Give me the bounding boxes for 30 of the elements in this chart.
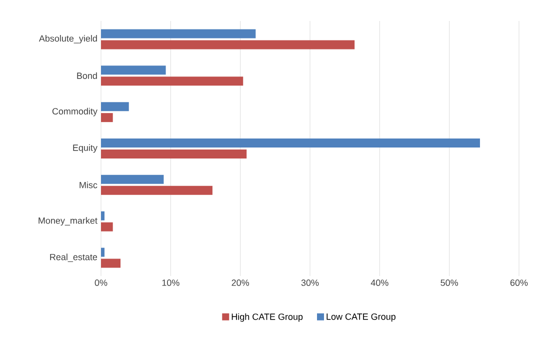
y-tick-label: Equity: [73, 144, 98, 153]
bar: [101, 174, 164, 184]
x-tick-label: 20%: [232, 280, 250, 286]
legend-label: Low CATE Group: [326, 313, 396, 322]
x-tick-label: 60%: [510, 280, 528, 286]
y-tick-label: Real_estate: [50, 254, 98, 262]
y-tick-label: Money_market: [38, 217, 98, 226]
bar: [101, 258, 121, 268]
bar: [101, 29, 256, 38]
bar: [101, 186, 212, 195]
bar: [101, 222, 113, 232]
bar: [101, 149, 247, 158]
x-tick-label: 10%: [162, 280, 180, 286]
x-tick-label: 50%: [440, 280, 458, 286]
bar: [101, 113, 113, 122]
legend-label: High CATE Group: [232, 313, 303, 322]
bar: [101, 76, 244, 86]
bar: [101, 66, 166, 75]
y-tick-label: Absolute_yield: [38, 35, 97, 44]
x-tick-label: 40%: [370, 280, 388, 286]
bar: [101, 248, 104, 257]
y-tick-label: Bond: [77, 72, 97, 79]
y-tick-label: Commodity: [52, 108, 98, 116]
x-tick-label: 0%: [94, 280, 108, 286]
bar: [101, 40, 355, 50]
bar: [101, 138, 480, 148]
x-tick-label: 30%: [301, 280, 319, 286]
y-tick-label: Misc: [80, 182, 98, 188]
bar: [101, 211, 104, 220]
bar: [101, 102, 129, 112]
